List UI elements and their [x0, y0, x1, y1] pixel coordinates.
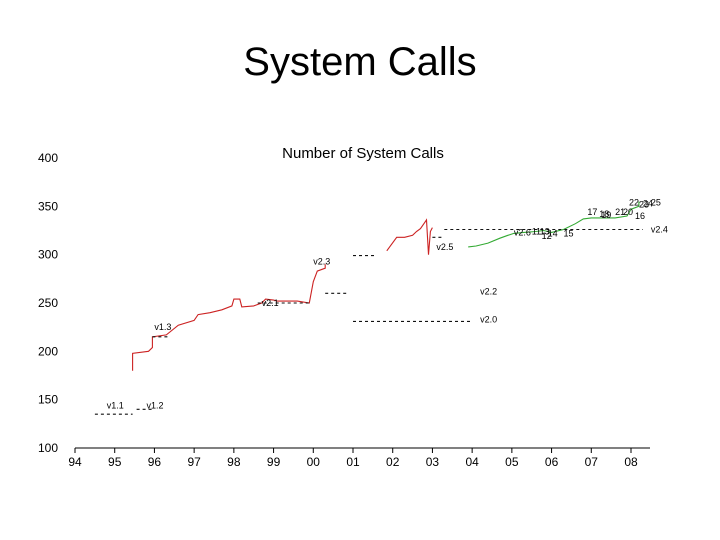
- x-tick-label: 08: [624, 455, 638, 469]
- version-label: 19: [601, 210, 611, 220]
- version-label: 11: [532, 226, 541, 236]
- x-tick-label: 97: [187, 455, 201, 469]
- x-tick-label: 07: [585, 455, 599, 469]
- v26-series-line: [468, 201, 640, 248]
- version-label: v2.0: [480, 314, 497, 324]
- y-tick-label: 250: [38, 296, 58, 310]
- y-tick-label: 300: [38, 248, 58, 262]
- version-label: v2.5: [436, 242, 453, 252]
- x-tick-label: 06: [545, 455, 559, 469]
- version-label: 20: [623, 207, 633, 217]
- version-label: v2.3: [313, 256, 330, 266]
- x-tick-label: 94: [68, 455, 82, 469]
- version-label: v2.2: [480, 286, 497, 296]
- x-tick-label: 00: [307, 455, 321, 469]
- y-tick-label: 100: [38, 441, 58, 455]
- version-label: v1.2: [146, 400, 163, 410]
- version-label: 12: [542, 231, 552, 241]
- version-label: 21: [615, 207, 625, 217]
- x-tick-label: 98: [227, 455, 241, 469]
- slide-title: System Calls: [243, 40, 477, 84]
- development-series-line: [386, 218, 433, 255]
- y-tick-label: 150: [38, 393, 58, 407]
- version-label: v1.3: [154, 322, 171, 332]
- version-label: 16: [635, 211, 645, 221]
- version-label: 22: [629, 197, 639, 207]
- x-tick-label: 03: [426, 455, 440, 469]
- y-tick-label: 400: [38, 151, 58, 165]
- x-tick-label: 99: [267, 455, 281, 469]
- y-tick-label: 350: [38, 199, 58, 213]
- version-label: 23: [639, 199, 649, 209]
- x-tick-label: 01: [346, 455, 360, 469]
- version-label: 13: [540, 226, 550, 236]
- version-label: 25: [651, 197, 661, 207]
- version-label: v1.1: [107, 400, 124, 410]
- version-label: 14: [548, 228, 558, 238]
- chart-title: Number of System Calls: [282, 145, 444, 162]
- version-label: 15: [563, 228, 573, 238]
- x-tick-label: 05: [505, 455, 519, 469]
- version-label: 24: [643, 198, 653, 208]
- x-tick-label: 95: [108, 455, 122, 469]
- version-label: 18: [599, 209, 609, 219]
- version-label: 17: [587, 207, 597, 217]
- x-tick-label: 96: [148, 455, 162, 469]
- version-label: v2.1: [262, 298, 279, 308]
- version-label: v2.4: [651, 224, 668, 234]
- y-tick-label: 200: [38, 344, 58, 358]
- x-tick-label: 04: [465, 455, 479, 469]
- version-label: v2.6: [514, 227, 531, 237]
- development-series-line: [132, 264, 326, 371]
- x-tick-label: 02: [386, 455, 400, 469]
